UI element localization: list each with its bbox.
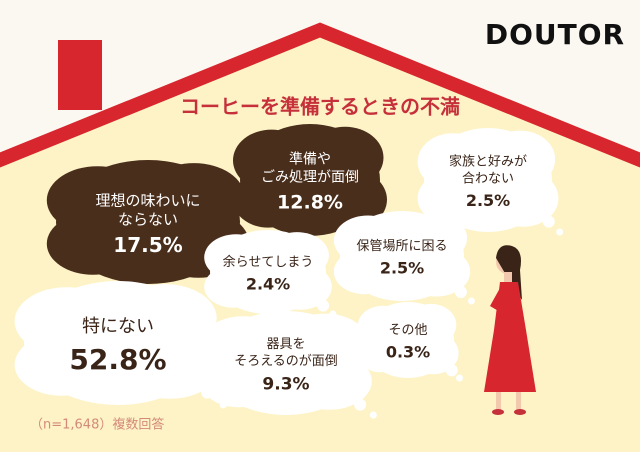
bubble-tail xyxy=(445,364,458,377)
category-label: 理想の味わいにならない xyxy=(95,191,200,228)
woman-figure xyxy=(484,245,536,415)
value-label: 17.5% xyxy=(113,233,182,257)
category-label: 家族と好みが合わない xyxy=(449,153,527,186)
bubble-tail xyxy=(467,297,475,305)
bubble-mark xyxy=(208,311,364,415)
bubble-mark xyxy=(424,128,552,232)
category-line: 準備や xyxy=(289,152,331,168)
value-label: 2.5% xyxy=(380,259,424,278)
value-label: 2.5% xyxy=(466,191,510,210)
category-line: 保管場所に困る xyxy=(356,239,447,254)
bubble-tail xyxy=(369,411,377,419)
bubble: 理想の味わいにならない 17.5% xyxy=(46,160,255,288)
category-line: ならない xyxy=(118,210,178,228)
category-line: 特にない xyxy=(82,316,154,337)
category-line: 器具を xyxy=(266,337,305,352)
chart-title: コーヒーを準備するときの不満 xyxy=(180,95,460,119)
bubble-mark xyxy=(24,281,212,405)
bubble-tail xyxy=(456,374,464,382)
category-label: 特にない xyxy=(82,316,154,337)
brand-logo: DOUTOR xyxy=(485,18,625,51)
value-label: 12.8% xyxy=(277,192,343,214)
value-label: 52.8% xyxy=(69,343,166,376)
bubble-tail xyxy=(542,215,555,228)
category-label: その他 xyxy=(388,323,427,338)
bubble: 特にない 52.8% xyxy=(14,281,227,409)
category-label: 器具をそろえるのが面倒 xyxy=(234,337,338,369)
bubble: 保管場所に困る 2.5% xyxy=(333,211,475,305)
category-label: 保管場所に困る xyxy=(356,239,447,254)
value-label: 2.4% xyxy=(246,275,290,294)
category-label: 準備やごみ処理が面倒 xyxy=(261,152,359,186)
bubble-tail xyxy=(556,228,564,236)
note: （n=1,648）複数回答 xyxy=(30,417,164,433)
bubble-mark xyxy=(340,211,464,301)
bubble-mark xyxy=(210,230,326,314)
bubble-mark xyxy=(56,160,240,284)
value-label: 0.3% xyxy=(386,343,430,362)
bubbles: 理想の味わいにならない 17.5% 準備やごみ処理が面倒 12.8% 家族と好みが合わな… xyxy=(14,124,564,419)
category-line: その他 xyxy=(388,323,427,338)
bubble-mark xyxy=(362,302,454,378)
category-line: 家族と好みが xyxy=(449,153,527,169)
bubble: 余らせてしまう 2.4% xyxy=(204,230,337,318)
category-line: 余らせてしまう xyxy=(223,254,314,270)
roof xyxy=(0,22,640,168)
category-line: 合わない xyxy=(462,171,514,186)
bubble: 器具をそろえるのが面倒 9.3% xyxy=(200,311,377,419)
bubble: 準備やごみ処理が面倒 12.8% xyxy=(233,124,392,240)
category-line: そろえるのが面倒 xyxy=(234,354,338,369)
bubble-mark xyxy=(240,124,380,236)
category-line: 理想の味わいに xyxy=(95,191,200,209)
bubble: 家族と好みが合わない 2.5% xyxy=(417,128,564,236)
category-label: 余らせてしまう xyxy=(223,254,314,270)
category-line: ごみ処理が面倒 xyxy=(261,170,359,186)
bubble-tail xyxy=(354,398,367,411)
bubble-tail xyxy=(454,286,467,298)
value-label: 9.3% xyxy=(262,375,309,395)
bubble: その他 0.3% xyxy=(357,302,464,382)
bubble-tail xyxy=(317,299,330,312)
chimney xyxy=(58,40,102,110)
